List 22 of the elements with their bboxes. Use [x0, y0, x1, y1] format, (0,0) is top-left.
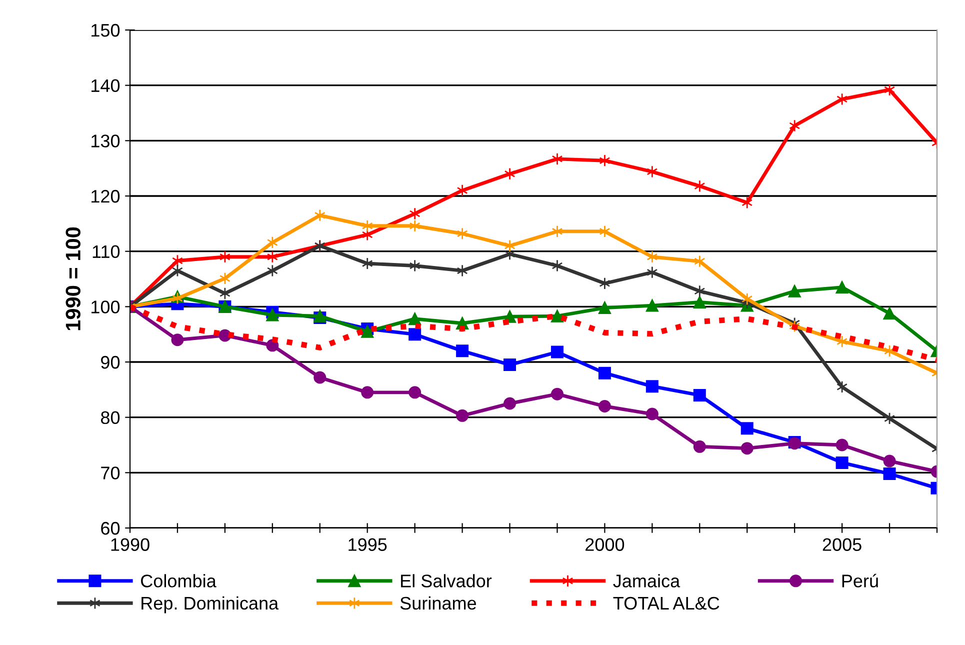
y-tick-label: 90: [101, 356, 120, 369]
legend-label: TOTAL AL&C: [613, 596, 720, 610]
legend-label: Perú: [842, 574, 878, 588]
y-tick-label: 130: [92, 134, 120, 148]
x-tick-label: 2000: [586, 538, 624, 551]
y-tick-label: 120: [92, 190, 120, 203]
y-tick-label: 110: [92, 245, 120, 258]
y-tick-label: 80: [100, 411, 120, 424]
y-tick-label: 150: [92, 24, 120, 37]
legend-label: Colombia: [141, 574, 216, 588]
legend-label: Rep. Dominicana: [142, 596, 279, 614]
legend-label: El Salvador: [401, 574, 492, 588]
y-tick-label: 140: [92, 79, 120, 92]
legend-label: Suriname: [400, 596, 476, 610]
y-axis-title: 1990 = 100: [66, 227, 80, 330]
y-tick-label: 100: [92, 300, 120, 314]
x-tick-label: 1995: [348, 538, 387, 551]
x-tick-label: 2005: [822, 538, 862, 551]
x-tick-label: 1990: [111, 538, 150, 551]
y-tick-label: 70: [101, 466, 120, 480]
legend-label: Jamaica: [613, 574, 680, 588]
y-tick-label: 60: [101, 522, 120, 535]
